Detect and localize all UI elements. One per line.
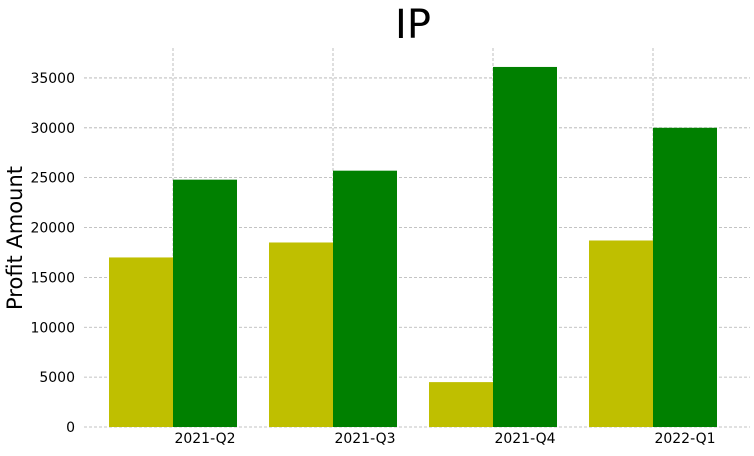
y-tick-label: 35000 xyxy=(30,71,75,87)
y-tick-label: 15000 xyxy=(30,270,75,286)
x-tick-label: 2022-Q1 xyxy=(654,431,715,447)
y-tick-label: 25000 xyxy=(30,171,75,187)
y-tick-label: 0 xyxy=(66,420,75,436)
x-tick-label: 2021-Q2 xyxy=(174,431,235,447)
y-ticks: 0 5000 10000 15000 20000 25000 30000 35000 xyxy=(30,71,75,436)
y-tick-label: 20000 xyxy=(30,221,75,237)
y-tick-label: 30000 xyxy=(30,121,75,137)
x-tick-label: 2021-Q3 xyxy=(334,431,395,447)
y-tick-label: 10000 xyxy=(30,320,75,336)
bar-series-1-2021-Q3 xyxy=(269,242,333,427)
y-tick-label: 5000 xyxy=(39,370,75,386)
chart-title: IP xyxy=(395,2,431,48)
bar-series-2-2021-Q3 xyxy=(333,170,397,427)
y-axis-label: Profit Amount xyxy=(3,166,27,310)
bar-series-1-2022-Q1 xyxy=(589,240,653,427)
bar-series-2-2022-Q1 xyxy=(653,127,717,427)
bars xyxy=(109,66,717,427)
bar-series-1-2021-Q4 xyxy=(429,382,493,427)
bar-series-2-2021-Q4 xyxy=(493,66,557,427)
bar-series-1-2021-Q2 xyxy=(109,257,173,427)
bar-series-2-2021-Q2 xyxy=(173,179,237,427)
x-ticks: 2021-Q2 2021-Q3 2021-Q4 2022-Q1 xyxy=(174,431,715,447)
x-tick-label: 2021-Q4 xyxy=(494,431,555,447)
